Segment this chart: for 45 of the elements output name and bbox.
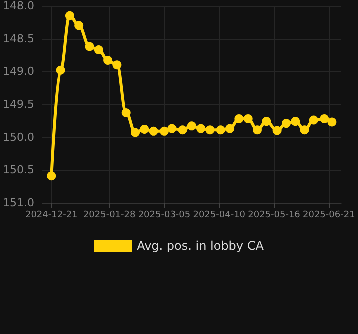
point bbox=[272, 126, 282, 136]
point bbox=[131, 128, 140, 138]
x-tick-label: 2025-03-05 bbox=[138, 210, 191, 220]
point bbox=[112, 60, 122, 70]
point bbox=[94, 46, 104, 54]
point bbox=[56, 66, 66, 75]
point bbox=[206, 126, 215, 135]
point bbox=[244, 114, 253, 124]
point bbox=[262, 117, 272, 126]
y-tick-label: 150.5 bbox=[2, 164, 34, 177]
point bbox=[252, 126, 262, 135]
y-tick-label: 150.0 bbox=[2, 130, 34, 144]
point bbox=[178, 126, 188, 135]
x-tick-label: 2025-04-10 bbox=[193, 210, 246, 220]
point bbox=[187, 122, 196, 131]
x-tick-label: 2025-06-21 bbox=[303, 210, 356, 220]
point bbox=[74, 21, 84, 30]
point bbox=[168, 124, 177, 134]
point bbox=[291, 117, 300, 126]
x-tick-label: 2025-01-28 bbox=[83, 210, 136, 220]
point bbox=[216, 126, 226, 135]
point bbox=[320, 114, 330, 124]
y-tick-label: 149.0 bbox=[2, 65, 34, 78]
point bbox=[196, 124, 206, 134]
point bbox=[282, 119, 291, 128]
x-tick-label: 2024-12-21 bbox=[25, 210, 78, 220]
x-tick-label: 2025-05-16 bbox=[248, 210, 301, 220]
y-tick-label: 151.0 bbox=[2, 196, 34, 210]
y-tick-label: 148.5 bbox=[2, 32, 34, 46]
point bbox=[122, 108, 131, 118]
point bbox=[160, 126, 169, 136]
y-tick-label: 148.0 bbox=[2, 0, 34, 12]
point bbox=[149, 126, 158, 136]
point bbox=[234, 114, 244, 124]
point bbox=[309, 116, 318, 125]
point bbox=[300, 126, 310, 135]
legend-label: Avg. pos. in lobby CA bbox=[137, 239, 265, 253]
point bbox=[104, 56, 113, 65]
point bbox=[65, 11, 74, 20]
point bbox=[85, 42, 94, 52]
point bbox=[47, 172, 56, 181]
point bbox=[140, 124, 150, 134]
point bbox=[328, 118, 337, 127]
y-tick-label: 149.5 bbox=[2, 98, 34, 111]
point bbox=[226, 124, 235, 134]
